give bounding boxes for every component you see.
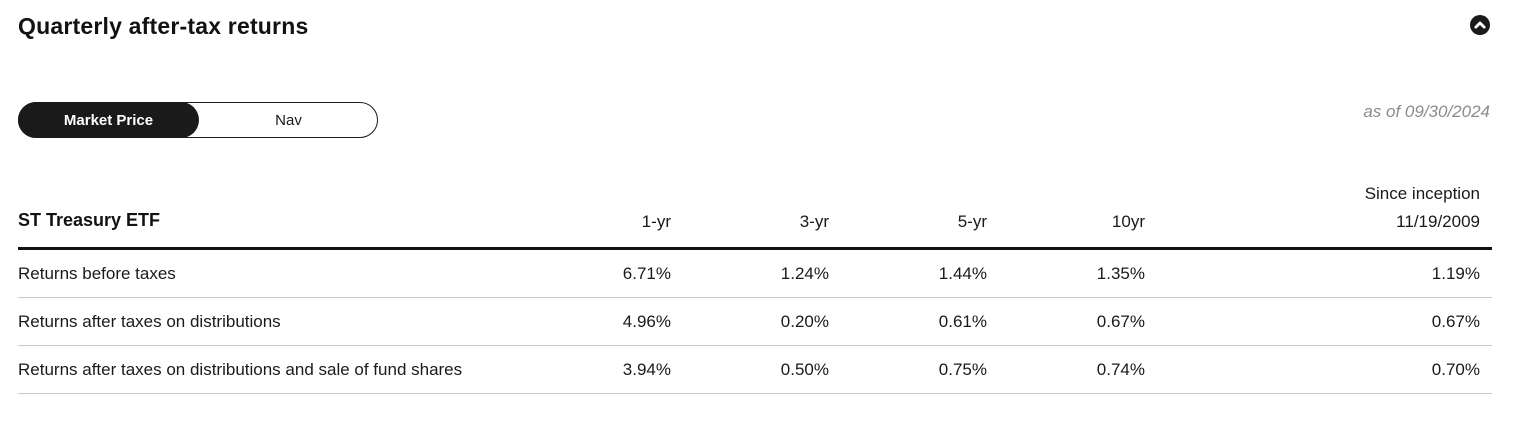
after-tax-returns-table: ST Treasury ETF 1-yr 3-yr 5-yr 10yr Sinc… [18,180,1492,395]
table-row: Returns after taxes on distributions and… [18,346,1492,395]
table-row: Returns after taxes on distributions 4.9… [18,298,1492,347]
cell-value: 1.44% [938,263,987,283]
cell-value: 1.24% [780,263,829,283]
row-label: Returns before taxes [18,263,176,283]
as-of-date: as of 09/30/2024 [1363,102,1490,121]
cell-value: 0.74% [1096,359,1145,379]
controls-row: Market Price Nav as of 09/30/2024 [18,102,1490,138]
cell-value: 0.50% [780,359,829,379]
collapse-section-button[interactable] [1470,15,1490,35]
cell-value: 1.19% [1431,263,1480,283]
col-header-10yr: 10yr [1111,212,1145,232]
toggle-market-price[interactable]: Market Price [18,102,199,138]
cell-value: 0.70% [1431,359,1480,379]
cell-value: 0.67% [1431,311,1480,331]
page-title: Quarterly after-tax returns [18,13,309,39]
cell-value: 0.67% [1096,311,1145,331]
cell-value: 0.20% [780,311,829,331]
cell-value: 6.71% [622,263,671,283]
since-inception-label: Since inception [1364,184,1480,203]
col-header-since-inception: Since inception 11/19/2009 [1145,180,1492,236]
col-header-1yr: 1-yr [641,212,671,232]
cell-value: 0.75% [938,359,987,379]
toggle-nav[interactable]: Nav [199,102,378,138]
price-nav-toggle: Market Price Nav [18,102,378,138]
cell-value: 3.94% [622,359,671,379]
cell-value: 0.61% [938,311,987,331]
col-header-3yr: 3-yr [799,212,829,232]
table-header-row: ST Treasury ETF 1-yr 3-yr 5-yr 10yr Sinc… [18,180,1492,251]
col-header-5yr: 5-yr [957,212,987,232]
table-row: Returns before taxes 6.71% 1.24% 1.44% 1… [18,250,1492,299]
row-label: Returns after taxes on distributions and… [18,359,463,379]
cell-value: 4.96% [622,311,671,331]
chevron-up-circle-icon [1470,15,1490,38]
fund-name-header: ST Treasury ETF [18,210,161,231]
cell-value: 1.35% [1096,263,1145,283]
row-label: Returns after taxes on distributions [18,311,281,331]
since-inception-date: 11/19/2009 [1396,212,1480,232]
